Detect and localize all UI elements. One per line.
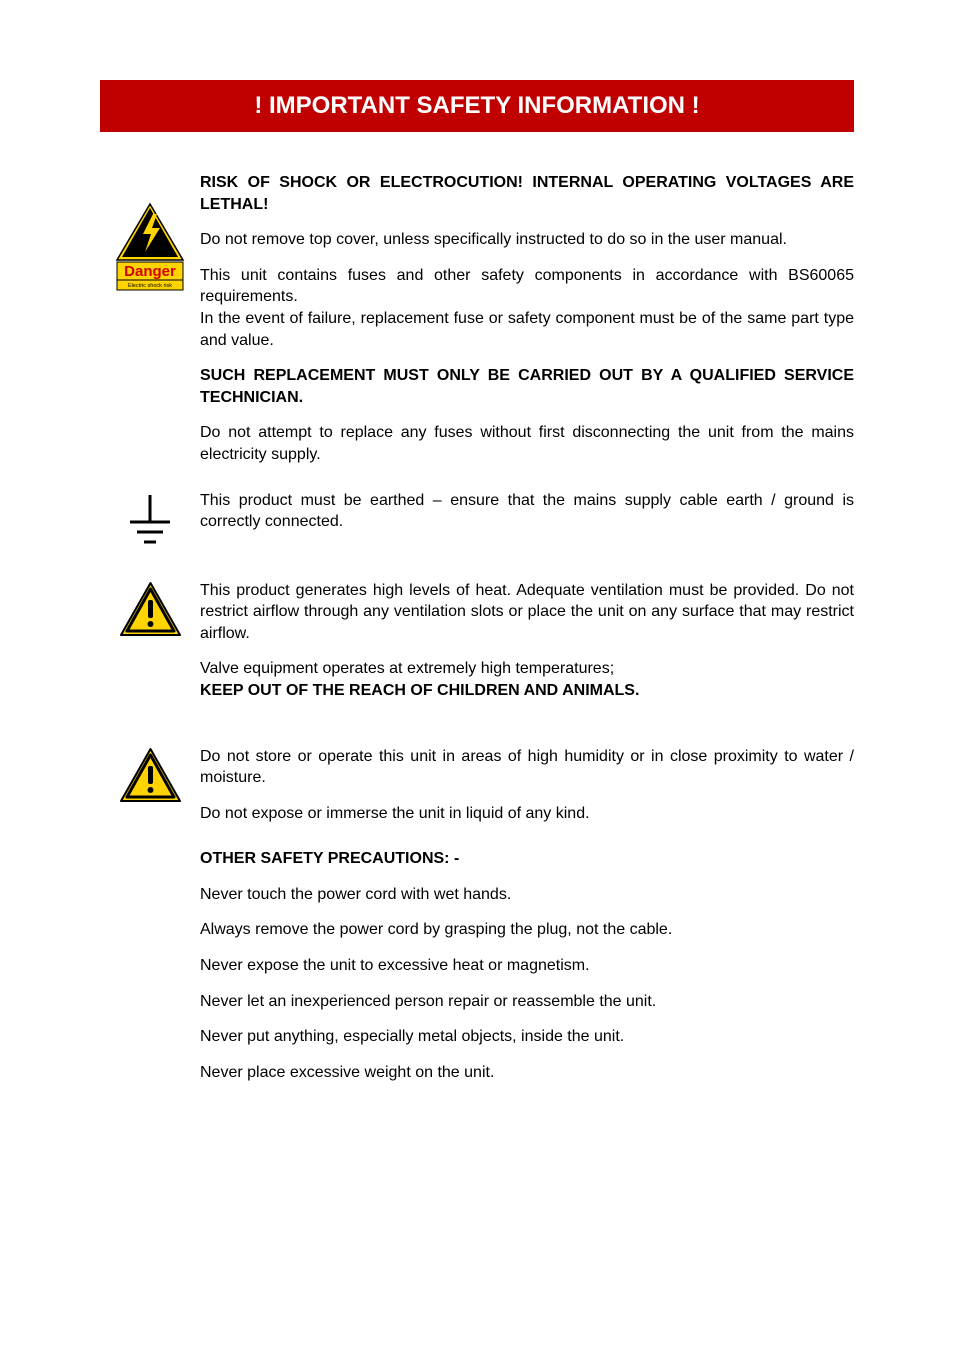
warning-moisture-icon bbox=[118, 746, 183, 804]
moisture-p2: Do not expose or immerse the unit in liq… bbox=[200, 803, 854, 825]
other-item: Never place excessive weight on the unit… bbox=[200, 1062, 854, 1084]
other-item: Never expose the unit to excessive heat … bbox=[200, 955, 854, 977]
shock-p3: In the event of failure, replacement fus… bbox=[200, 308, 854, 351]
shock-bold2: SUCH REPLACEMENT MUST ONLY BE CARRIED OU… bbox=[200, 365, 854, 408]
text-ground: This product must be earthed – ensure th… bbox=[200, 490, 854, 547]
heat-bold1: KEEP OUT OF THE REACH OF CHILDREN AND AN… bbox=[200, 680, 854, 702]
shock-p1: Do not remove top cover, unless specific… bbox=[200, 229, 854, 251]
shock-p2: This unit contains fuses and other safet… bbox=[200, 265, 854, 308]
shock-heading: RISK OF SHOCK OR ELECTROCUTION! INTERNAL… bbox=[200, 172, 854, 215]
ground-p1: This product must be earthed – ensure th… bbox=[200, 490, 854, 533]
section-shock: Danger Electric shock risk RISK OF SHOCK… bbox=[100, 172, 854, 480]
section-other: OTHER SAFETY PRECAUTIONS: - Never touch … bbox=[100, 848, 854, 1097]
warning-heat-icon bbox=[118, 580, 183, 638]
other-item: Never touch the power cord with wet hand… bbox=[200, 884, 854, 906]
banner-title: ! IMPORTANT SAFETY INFORMATION ! bbox=[254, 92, 699, 119]
heat-p2: Valve equipment operates at extremely hi… bbox=[200, 658, 854, 680]
section-moisture: Do not store or operate this unit in are… bbox=[100, 746, 854, 839]
shock-p4: Do not attempt to replace any fuses with… bbox=[200, 422, 854, 465]
text-other: OTHER SAFETY PRECAUTIONS: - Never touch … bbox=[200, 848, 854, 1097]
icon-col-danger: Danger Electric shock risk bbox=[100, 172, 200, 297]
other-item: Never let an inexperienced person repair… bbox=[200, 991, 854, 1013]
text-moisture: Do not store or operate this unit in are… bbox=[200, 746, 854, 839]
moisture-p1: Do not store or operate this unit in are… bbox=[200, 746, 854, 789]
other-item: Never put anything, especially metal obj… bbox=[200, 1026, 854, 1048]
section-ground: This product must be earthed – ensure th… bbox=[100, 490, 854, 550]
text-heat: This product generates high levels of he… bbox=[200, 580, 854, 716]
safety-banner: ! IMPORTANT SAFETY INFORMATION ! bbox=[100, 80, 854, 132]
other-item: Always remove the power cord by grasping… bbox=[200, 919, 854, 941]
other-heading: OTHER SAFETY PRECAUTIONS: - bbox=[200, 848, 854, 870]
heat-p1: This product generates high levels of he… bbox=[200, 580, 854, 645]
text-shock: RISK OF SHOCK OR ELECTROCUTION! INTERNAL… bbox=[200, 172, 854, 480]
danger-label: Danger bbox=[124, 263, 176, 280]
danger-sublabel: Electric shock risk bbox=[128, 283, 172, 289]
section-heat: This product generates high levels of he… bbox=[100, 580, 854, 716]
danger-icon: Danger Electric shock risk bbox=[115, 202, 185, 297]
icon-col-ground bbox=[100, 490, 200, 550]
icon-col-heat bbox=[100, 580, 200, 638]
page: ! IMPORTANT SAFETY INFORMATION ! Danger … bbox=[0, 0, 954, 1187]
icon-col-moisture bbox=[100, 746, 200, 804]
ground-icon bbox=[125, 490, 175, 550]
